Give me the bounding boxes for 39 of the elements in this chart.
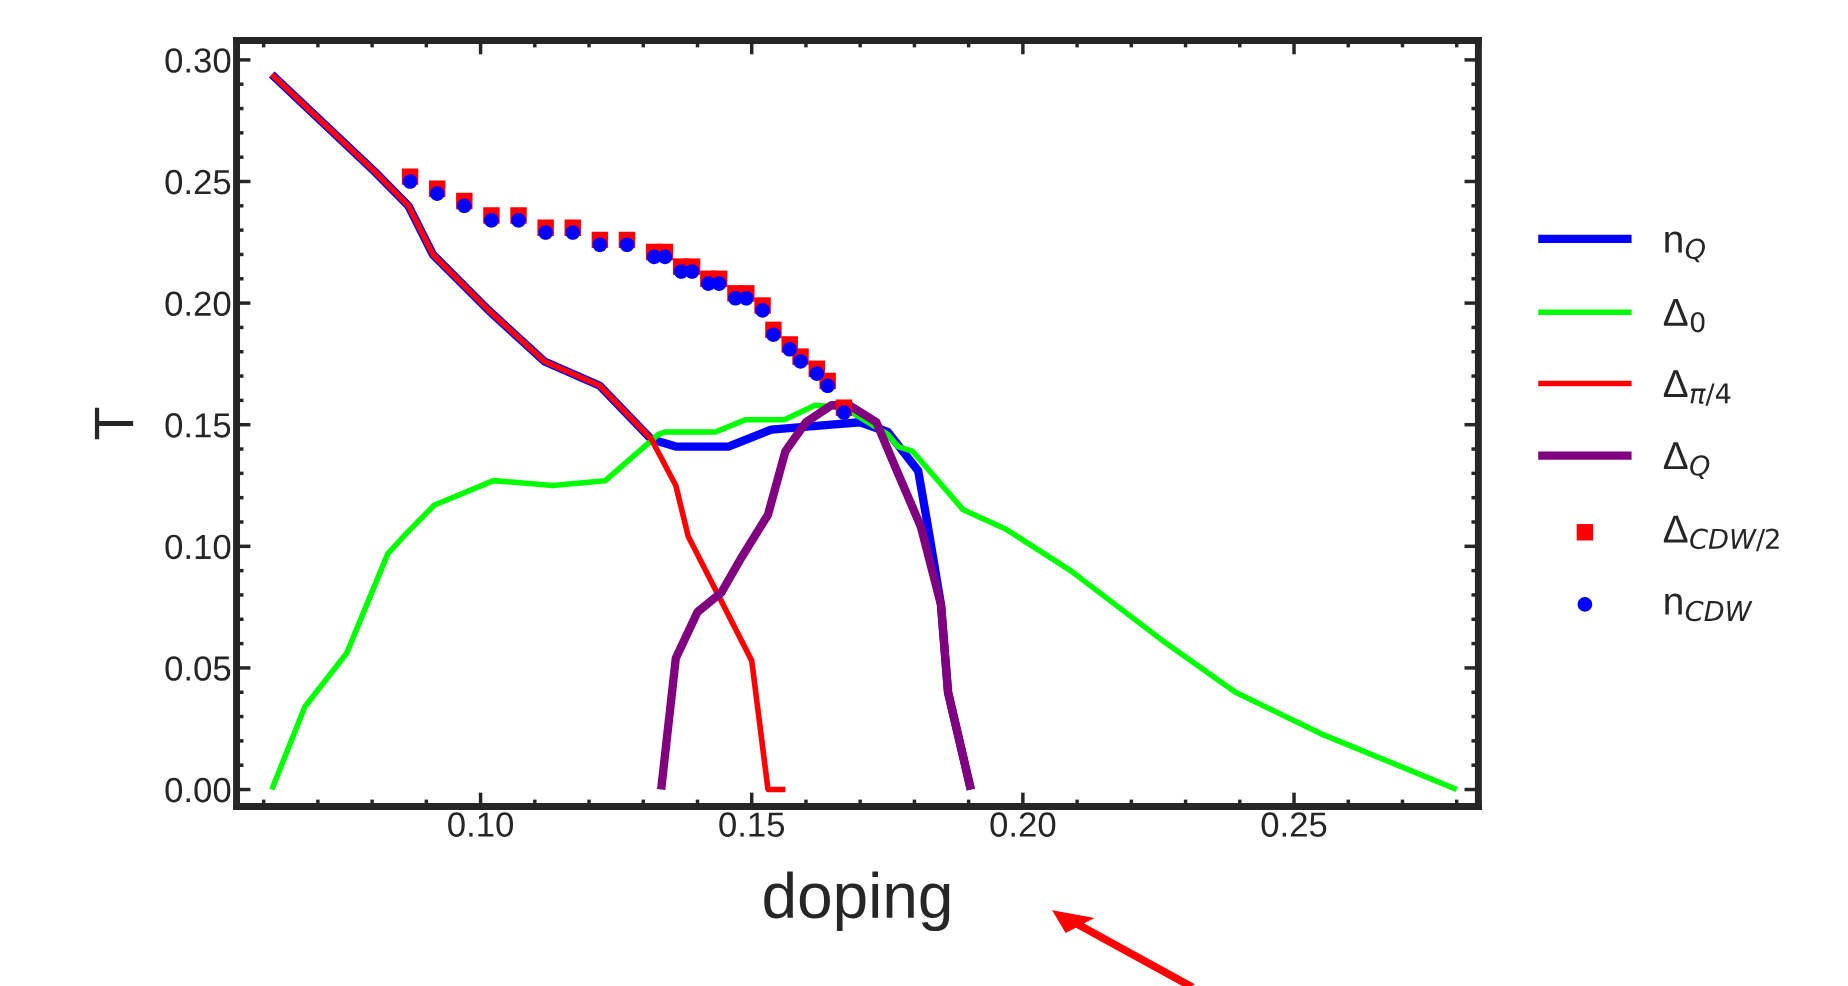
point <box>619 237 635 253</box>
point <box>402 174 418 189</box>
point <box>457 198 472 214</box>
point <box>565 225 581 240</box>
legend-label: n$_{CDW}$ <box>1665 593 1753 622</box>
y-tick-label: 0.00 <box>165 777 231 803</box>
point <box>684 264 700 279</box>
x-axis-title: doping <box>764 871 950 932</box>
y-tick-label: 0.25 <box>165 169 231 195</box>
y-tick-label: 0.10 <box>165 534 231 560</box>
y-tick-label: 0.30 <box>165 48 231 73</box>
point <box>511 213 526 228</box>
legend-label: Δ$_{CDW/2}$ <box>1663 515 1779 552</box>
point <box>836 405 852 420</box>
point <box>793 354 808 369</box>
point <box>538 225 553 240</box>
point <box>484 213 499 228</box>
x-tick-label: 0.25 <box>1261 812 1327 837</box>
legend-label: n$_{Q}$ <box>1665 231 1706 263</box>
point <box>592 237 608 253</box>
x-tick-label: 0.20 <box>990 812 1056 837</box>
x-tick-label: 0.10 <box>448 812 514 837</box>
point <box>711 276 727 291</box>
point <box>766 327 781 342</box>
point <box>809 366 825 381</box>
y-tick-label: 0.20 <box>165 291 231 317</box>
point <box>782 342 797 357</box>
y-tick-label: 0.05 <box>165 656 231 681</box>
legend-label: Δ$_{π/4}$ <box>1663 370 1731 406</box>
point <box>657 249 673 265</box>
point <box>755 303 770 318</box>
y-tick-label: 0.15 <box>165 413 231 438</box>
legend-label: Δ$_{0}$ <box>1663 298 1705 333</box>
point <box>429 186 445 201</box>
legend-label: Δ$_{Q}$ <box>1663 442 1710 479</box>
point <box>820 378 835 394</box>
y-axis-title: T <box>94 407 134 440</box>
point <box>739 290 754 306</box>
x-tick-label: 0.15 <box>719 812 785 837</box>
